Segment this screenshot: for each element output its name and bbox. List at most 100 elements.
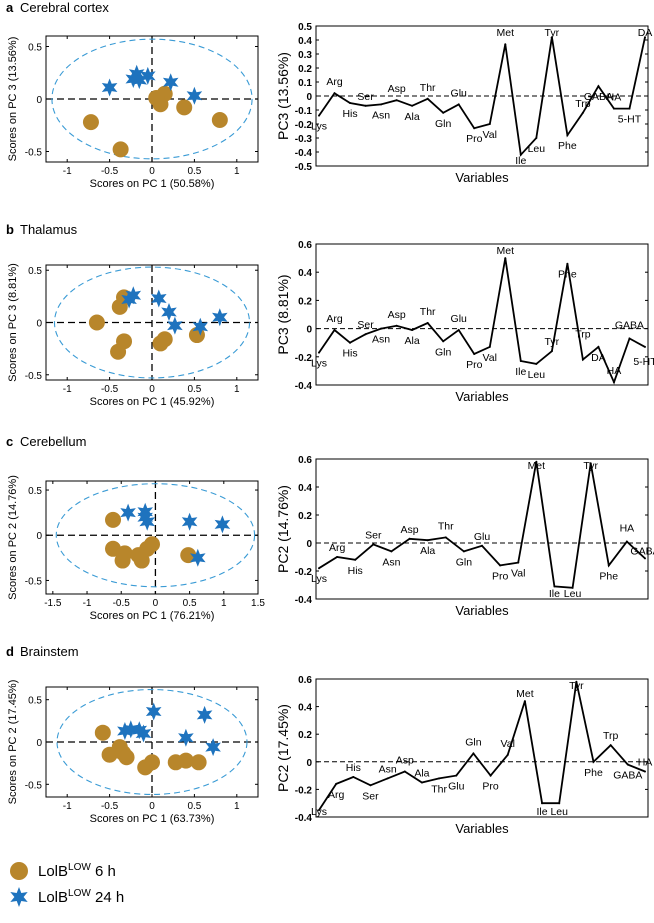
variable-label: DA — [591, 352, 606, 364]
variable-label: Lys — [311, 358, 327, 370]
variable-label: Met — [497, 245, 515, 257]
variable-label: Lys — [311, 573, 327, 585]
loading-point — [349, 102, 352, 104]
x-tick-label: -1.5 — [44, 598, 62, 609]
data-point-6h — [167, 754, 184, 771]
loading-point — [426, 539, 429, 542]
x-tick-label: 1.5 — [251, 598, 265, 609]
loading-point — [644, 557, 646, 560]
variable-label: Ser — [362, 790, 379, 802]
variable-label: Asn — [379, 763, 397, 775]
y-tick-label: 0.5 — [28, 43, 42, 54]
loading-panel-a: -0.5 -0.4 -0.3 -0.2 -0.1 0 0.1 0.2 0.3 0.4 0.5 Lys A… — [275, 22, 652, 185]
variable-label: Pro — [492, 570, 509, 582]
x-axis-label: Variables — [455, 389, 509, 404]
data-point-24h — [151, 289, 167, 308]
loading-point — [481, 544, 483, 547]
variable-label: Pro — [482, 781, 499, 793]
loading-point — [318, 809, 320, 812]
loading-point — [626, 763, 629, 766]
loading-point — [386, 777, 389, 780]
variable-label: GABA — [630, 545, 654, 557]
data-point-6h — [211, 112, 228, 128]
y-axis-label: Scores on PC 3 (8.81%) — [7, 263, 19, 382]
y-tick-label: 0.4 — [298, 268, 312, 279]
variable-label: Val — [501, 738, 515, 750]
variable-label: Trp — [575, 98, 591, 110]
variable-label: Asn — [382, 556, 400, 568]
loading-point — [592, 760, 595, 763]
loading-point — [472, 752, 475, 755]
variable-label: Val — [511, 568, 525, 580]
y-tick-label: 0.2 — [298, 64, 312, 75]
panel-title: Thalamus — [20, 222, 78, 237]
loading-point — [506, 753, 509, 756]
loading-point — [607, 564, 610, 567]
legend-item-6h: LolBLOW 6 h — [6, 858, 226, 884]
loading-point — [455, 774, 458, 777]
y-tick-label: 0.3 — [298, 50, 312, 61]
y-axis-label: PC2 (14.76%) — [275, 485, 291, 573]
loading-panel-b: -0.4 -0.2 0 0.2 0.4 0.6 Lys Arg His Ser Asn Asp Ala T… — [275, 240, 654, 404]
loading-point — [535, 362, 538, 365]
loading-point — [550, 350, 553, 353]
y-tick-label: 0.4 — [298, 483, 312, 494]
x-tick-label: 1 — [234, 166, 240, 177]
legend-label-24h: LolBLOW 24 h — [38, 888, 125, 906]
x-tick-label: -0.5 — [101, 384, 119, 395]
y-axis-label: PC3 (8.81%) — [275, 274, 291, 354]
loading-line — [318, 681, 646, 811]
confidence-ellipse — [56, 688, 248, 796]
legend-item-24h: LolBLOW 24 h — [6, 884, 226, 910]
x-axis-label: Scores on PC 1 (45.92%) — [90, 396, 215, 408]
panel-title: Cerebral cortex — [20, 0, 109, 15]
x-tick-label: 1 — [234, 801, 240, 812]
loading-point — [364, 104, 367, 107]
loading-point — [395, 99, 398, 102]
x-tick-label: 0.5 — [187, 801, 201, 812]
y-axis-label: PC3 (13.56%) — [275, 52, 291, 140]
y-axis-label: Scores on PC 2 (17.45%) — [7, 680, 19, 805]
variable-label: 5-HT — [618, 114, 642, 126]
data-point-6h — [156, 331, 173, 348]
y-tick-label: 0 — [306, 539, 312, 550]
loading-point — [489, 774, 492, 777]
y-tick-label: -0.4 — [295, 595, 313, 606]
data-point-24h — [135, 724, 152, 743]
y-tick-label: 0.4 — [298, 36, 312, 47]
data-point-24h — [125, 286, 142, 305]
panel-letter: c — [6, 434, 13, 449]
loading-point — [364, 333, 367, 336]
x-tick-label: -0.5 — [101, 166, 119, 177]
y-axis-label: Scores on PC 2 (14.76%) — [7, 475, 19, 600]
x-tick-label: 1 — [234, 384, 240, 395]
loading-panel-d: -0.4-0.200.20.40.6LysArgHisSerAsnAspAlaT… — [275, 675, 652, 836]
loading-point — [380, 327, 383, 330]
variable-label: Phe — [558, 140, 577, 152]
variable-label: HA — [607, 365, 622, 377]
data-point-6h — [116, 545, 133, 562]
variable-label: Ala — [414, 768, 429, 780]
variable-label: Gln — [435, 118, 452, 130]
y-tick-label: 0.5 — [28, 696, 42, 707]
loading-point — [550, 36, 553, 39]
data-point-24h — [145, 702, 162, 721]
data-point-6h — [144, 754, 160, 771]
panel-title: Cerebellum — [20, 434, 86, 449]
loading-point — [644, 36, 646, 39]
variable-label: Ile — [537, 806, 548, 818]
loading-point — [523, 700, 526, 703]
loading-point — [566, 134, 569, 137]
loading-line — [318, 461, 646, 589]
loading-point — [581, 111, 584, 114]
y-tick-label: 0 — [36, 95, 42, 106]
y-tick-label: -0.5 — [25, 148, 43, 159]
data-point-6h — [105, 511, 122, 528]
data-point-24h — [196, 705, 213, 724]
y-tick-label: 0 — [36, 738, 42, 749]
legend-label-6h: LolBLOW 6 h — [38, 862, 116, 880]
y-tick-label: 0 — [306, 325, 312, 336]
variable-label: Glu — [474, 531, 491, 543]
